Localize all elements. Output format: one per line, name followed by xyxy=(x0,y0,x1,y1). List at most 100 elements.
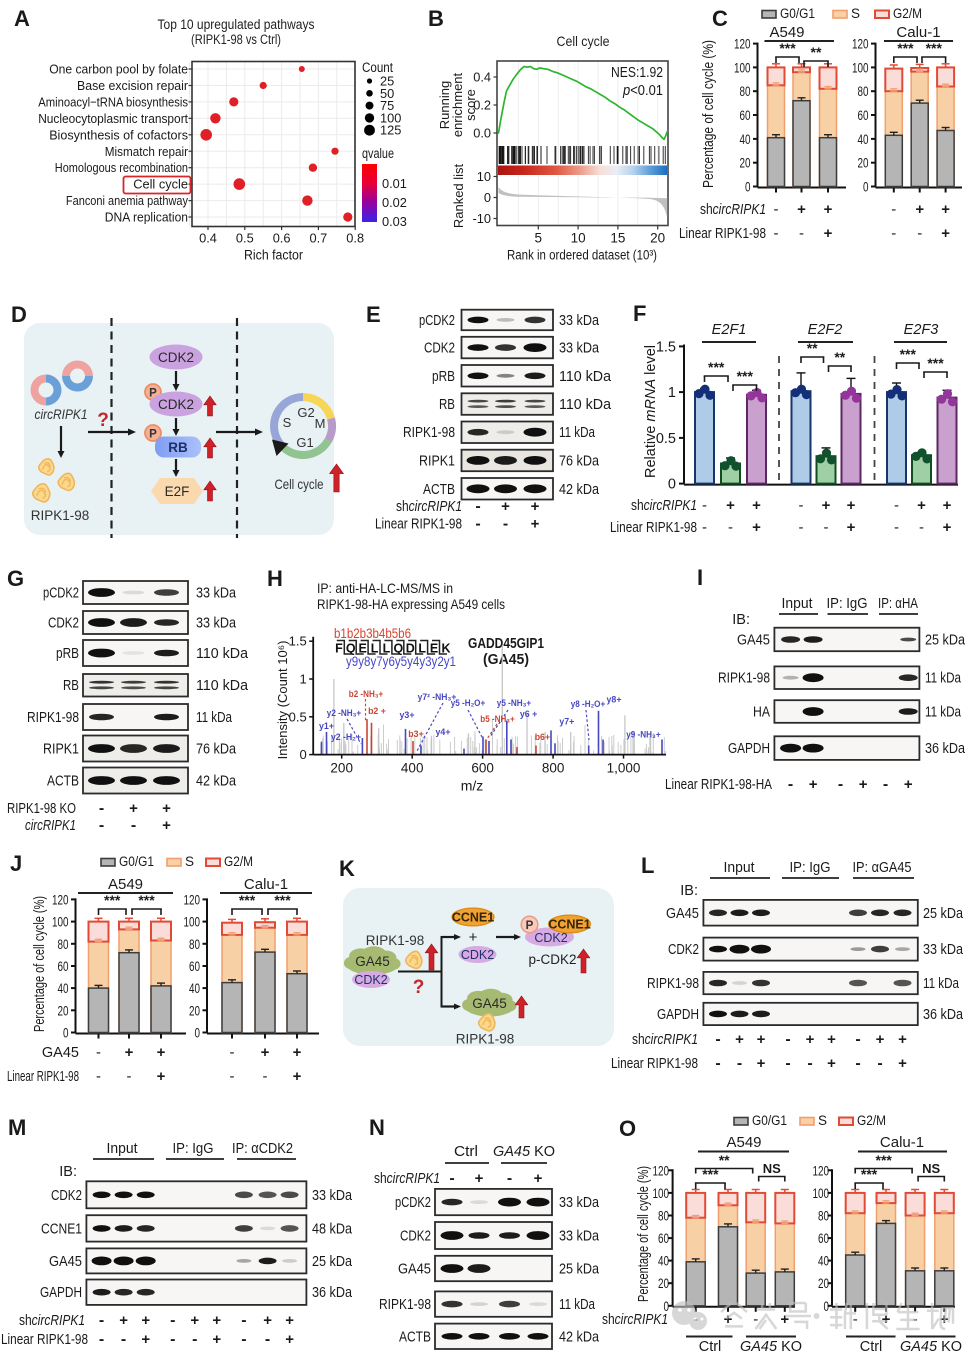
svg-text:S: S xyxy=(283,415,292,430)
svg-text:+: + xyxy=(125,1044,134,1061)
svg-text:+: + xyxy=(293,1068,302,1085)
svg-text:***: *** xyxy=(737,368,754,384)
svg-text:Q: Q xyxy=(394,642,404,656)
svg-text:36 kDa: 36 kDa xyxy=(925,741,966,757)
svg-text:100: 100 xyxy=(813,1186,830,1201)
svg-text:Linear RIPK1-98: Linear RIPK1-98 xyxy=(1,1332,88,1348)
svg-text:-: - xyxy=(449,1170,454,1187)
svg-text:10: 10 xyxy=(571,231,586,246)
svg-text:b5 -NH₃+: b5 -NH₃+ xyxy=(480,714,514,724)
svg-text:Ctrl: Ctrl xyxy=(699,1339,722,1355)
svg-text:P: P xyxy=(149,429,157,441)
svg-text:CCNE1: CCNE1 xyxy=(548,918,590,932)
svg-text:NS: NS xyxy=(763,1161,781,1176)
svg-text:RIPK1-98: RIPK1-98 xyxy=(27,710,79,726)
svg-text:-: - xyxy=(241,1331,246,1348)
svg-text:25 kDa: 25 kDa xyxy=(923,906,964,922)
svg-text:b6+: b6+ xyxy=(535,732,550,742)
svg-text:ACTB: ACTB xyxy=(47,774,79,790)
svg-text:shcircRIPK1: shcircRIPK1 xyxy=(632,1032,698,1048)
svg-text:S: S xyxy=(818,1113,827,1128)
svg-text:GA45 KO: GA45 KO xyxy=(740,1339,802,1355)
svg-text:11 kDa: 11 kDa xyxy=(925,705,962,721)
svg-text:+: + xyxy=(898,1031,907,1048)
svg-text:-: - xyxy=(96,1068,101,1085)
svg-text:25 kDa: 25 kDa xyxy=(312,1254,353,1270)
svg-text:+: + xyxy=(757,1031,766,1048)
svg-text:-: - xyxy=(855,1055,860,1072)
svg-text:60: 60 xyxy=(658,1231,669,1246)
svg-text:20: 20 xyxy=(858,156,869,171)
svg-text:Linear RIPK1-98: Linear RIPK1-98 xyxy=(375,517,462,533)
svg-text:Linear RIPK1-98: Linear RIPK1-98 xyxy=(7,1069,79,1085)
svg-text:-: - xyxy=(131,817,136,834)
svg-text:I: I xyxy=(697,565,703,590)
svg-text:qvalue: qvalue xyxy=(362,146,394,161)
svg-text:IB:: IB: xyxy=(680,883,698,899)
svg-text:80: 80 xyxy=(858,84,869,99)
svg-text:40: 40 xyxy=(658,1254,669,1269)
svg-text:G2: G2 xyxy=(297,405,314,420)
svg-text:-: - xyxy=(788,776,793,793)
svg-text:D: D xyxy=(406,642,415,656)
svg-text:F: F xyxy=(335,642,343,656)
svg-text:CDK2: CDK2 xyxy=(461,948,494,962)
svg-text:M: M xyxy=(315,416,326,431)
svg-text:(RIPK1-98 vs Ctrl): (RIPK1-98 vs Ctrl) xyxy=(191,32,281,47)
svg-text:GA45: GA45 xyxy=(42,1045,79,1061)
svg-text:ACTB: ACTB xyxy=(399,1329,431,1345)
svg-text:-: - xyxy=(702,519,707,536)
svg-text:11 kDa: 11 kDa xyxy=(559,425,596,441)
svg-text:0.7: 0.7 xyxy=(310,231,328,246)
svg-text:42 kDa: 42 kDa xyxy=(196,774,237,790)
svg-text:***: *** xyxy=(708,359,725,375)
svg-text:p-CDK2: p-CDK2 xyxy=(528,952,576,967)
svg-text:E: E xyxy=(366,302,381,327)
svg-text:-: - xyxy=(99,800,104,817)
svg-text:20: 20 xyxy=(650,231,665,246)
svg-text:y4+: y4+ xyxy=(436,727,451,737)
svg-text:Percentage of cell cycle (%): Percentage of cell cycle (%) xyxy=(32,896,48,1032)
svg-text:-: - xyxy=(702,497,707,514)
svg-text:20: 20 xyxy=(818,1276,829,1291)
svg-text:A: A xyxy=(14,6,30,31)
svg-text:0: 0 xyxy=(668,477,676,493)
svg-text:100: 100 xyxy=(852,60,869,75)
svg-text:20: 20 xyxy=(189,1003,200,1018)
svg-text:RIPK1: RIPK1 xyxy=(419,453,455,469)
svg-text:pRB: pRB xyxy=(432,369,455,385)
svg-text:L: L xyxy=(383,642,391,656)
svg-text:-: - xyxy=(807,1055,812,1072)
svg-text:shcircRIPK1: shcircRIPK1 xyxy=(396,499,462,515)
svg-text:Ctrl: Ctrl xyxy=(860,1339,883,1355)
svg-text:y8 -H₂O+: y8 -H₂O+ xyxy=(571,699,605,709)
svg-text:-: - xyxy=(894,519,899,536)
svg-text:200: 200 xyxy=(330,761,353,776)
svg-text:+: + xyxy=(943,519,952,536)
svg-text:GADD45GIP1: GADD45GIP1 xyxy=(468,636,544,652)
svg-text:36 kDa: 36 kDa xyxy=(312,1285,353,1301)
svg-text:+: + xyxy=(285,1331,294,1348)
svg-text:110 kDa: 110 kDa xyxy=(196,646,249,662)
svg-text:10: 10 xyxy=(477,169,491,184)
svg-text:+: + xyxy=(726,497,735,514)
svg-text:E2F3: E2F3 xyxy=(904,322,939,338)
svg-text:Percentage of cell cycle (%): Percentage of cell cycle (%) xyxy=(636,1166,652,1302)
svg-text:+: + xyxy=(157,1068,166,1085)
svg-text:CDK2: CDK2 xyxy=(424,341,455,357)
svg-text:50: 50 xyxy=(380,86,394,101)
svg-text:42 kDa: 42 kDa xyxy=(559,1329,600,1345)
svg-text:***: *** xyxy=(927,355,944,371)
svg-text:+: + xyxy=(898,1055,907,1072)
svg-text:120: 120 xyxy=(52,892,69,907)
svg-text:Mismatch repair: Mismatch repair xyxy=(105,144,189,159)
svg-text:pRB: pRB xyxy=(56,646,79,662)
svg-text:0.4: 0.4 xyxy=(473,70,491,85)
svg-text:40: 40 xyxy=(818,1254,829,1269)
svg-text:L: L xyxy=(371,642,379,656)
svg-text:+: + xyxy=(141,1331,150,1348)
svg-text:Cell cycle: Cell cycle xyxy=(133,177,188,192)
svg-text:IB:: IB: xyxy=(59,1164,77,1180)
svg-text:RIPK1-98-HA expressing A549 ce: RIPK1-98-HA expressing A549 cells xyxy=(317,596,505,612)
svg-text:***: *** xyxy=(138,892,155,908)
